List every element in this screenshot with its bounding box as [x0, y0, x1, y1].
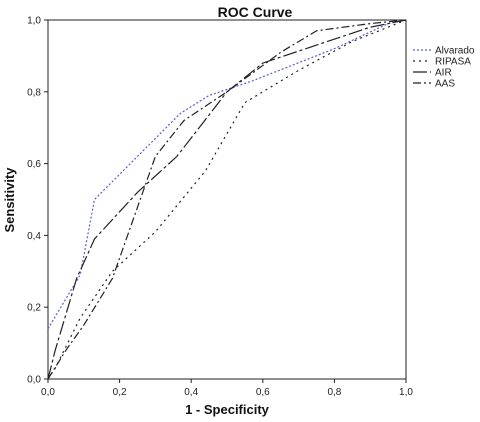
x-axis-ticks: 0,0 0,2 0,4 0,6 0,8 1,0 — [41, 379, 413, 398]
x-tick-label: 0,2 — [113, 387, 127, 398]
legend-label-air: AIR — [435, 68, 452, 79]
series-line-alvarado — [47, 19, 407, 330]
series-lines — [47, 19, 407, 380]
legend-label-alvarado: Alvarado — [435, 46, 475, 57]
plot-frame — [47, 19, 407, 380]
chart-title: ROC Curve — [218, 4, 293, 20]
x-tick-label: 0,8 — [327, 387, 341, 398]
x-tick-label: 1,0 — [399, 387, 413, 398]
series-line-aas — [47, 19, 407, 380]
y-axis-ticks: 0,0 0,2 0,4 0,6 0,8 1,0 — [27, 16, 48, 386]
y-tick-label: 0,2 — [27, 303, 41, 314]
y-tick-label: 0,6 — [27, 159, 41, 170]
x-tick-label: 0,4 — [184, 387, 198, 398]
series-line-ripasa — [47, 19, 407, 380]
y-tick-label: 0,4 — [27, 231, 41, 242]
y-tick-label: 0,0 — [27, 375, 41, 386]
series-line-air — [47, 19, 407, 380]
x-axis-title: 1 - Specificity — [185, 402, 270, 417]
legend-label-ripasa: RIPASA — [435, 57, 471, 68]
y-tick-label: 1,0 — [27, 16, 41, 27]
x-tick-label: 0,6 — [256, 387, 270, 398]
y-axis-title: Sensitivity — [2, 167, 17, 233]
y-tick-label: 0,8 — [27, 87, 41, 98]
x-tick-label: 0,0 — [41, 387, 55, 398]
legend-label-aas: AAS — [435, 79, 455, 90]
